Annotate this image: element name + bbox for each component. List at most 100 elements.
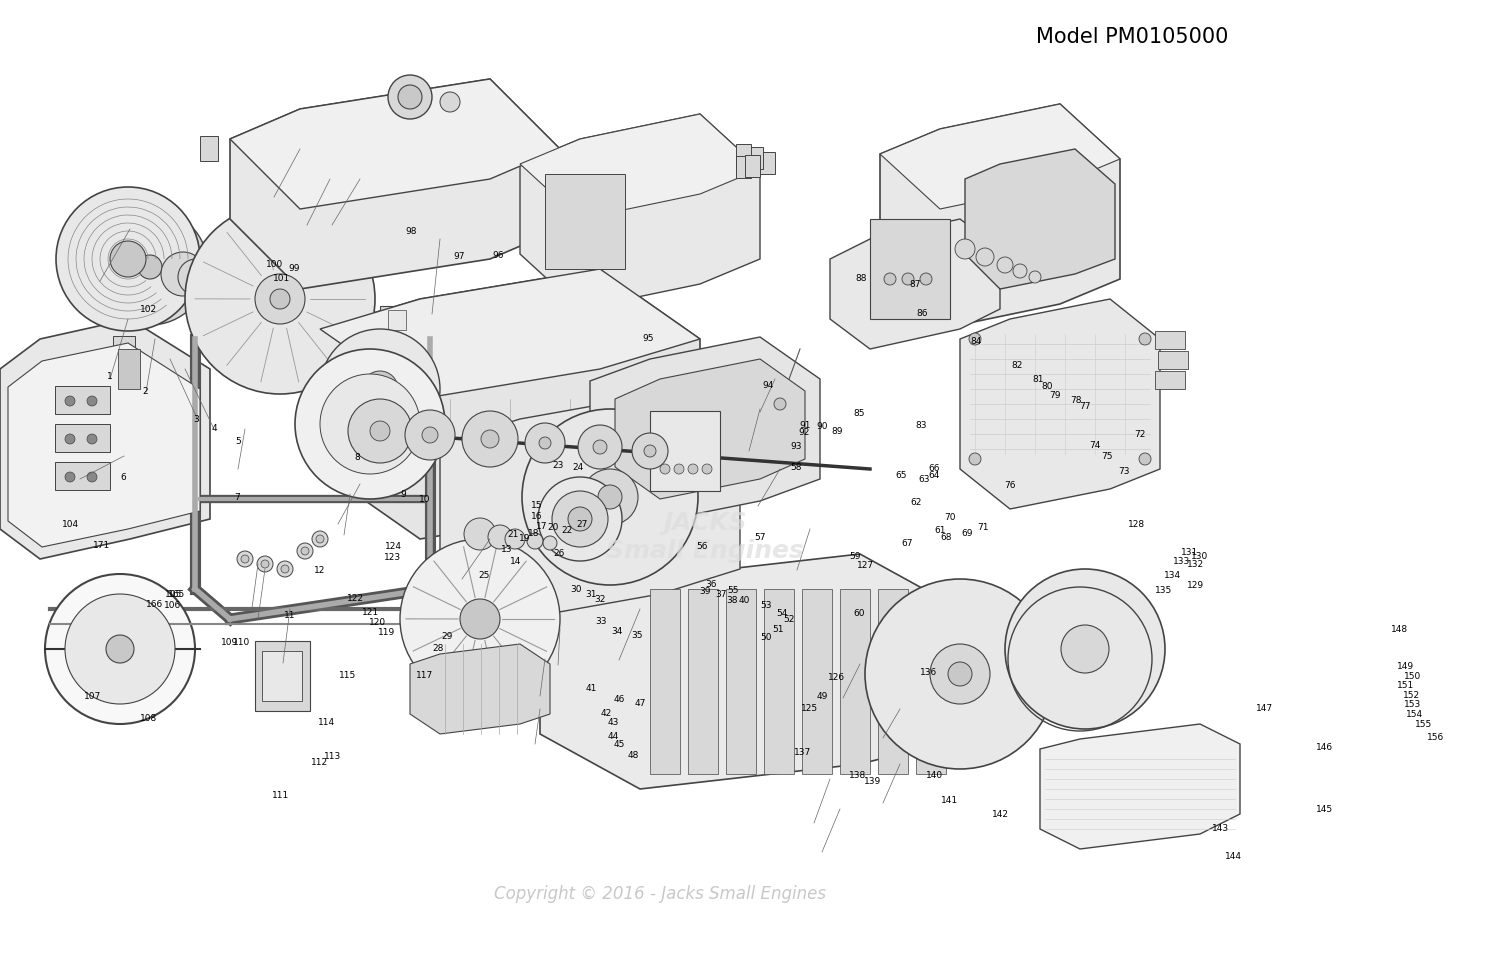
Polygon shape <box>964 149 1114 289</box>
Circle shape <box>1029 271 1041 283</box>
Circle shape <box>568 507 592 531</box>
Text: 139: 139 <box>864 777 882 786</box>
Circle shape <box>388 75 432 119</box>
Text: 117: 117 <box>416 670 434 680</box>
Circle shape <box>702 464 712 474</box>
Text: 72: 72 <box>1134 430 1146 439</box>
Bar <box>870 219 950 319</box>
Circle shape <box>538 477 622 561</box>
Text: 104: 104 <box>62 520 80 529</box>
Text: 3: 3 <box>194 414 200 424</box>
Text: 107: 107 <box>84 691 102 701</box>
Bar <box>736 156 752 178</box>
Circle shape <box>64 594 176 704</box>
Text: 165: 165 <box>168 590 186 599</box>
Bar <box>118 349 140 389</box>
Text: 88: 88 <box>855 273 867 283</box>
Circle shape <box>1005 569 1166 729</box>
Text: 70: 70 <box>944 513 956 523</box>
Text: 166: 166 <box>146 599 164 609</box>
Circle shape <box>460 599 500 639</box>
Polygon shape <box>8 343 200 547</box>
Text: 27: 27 <box>576 520 588 529</box>
Bar <box>840 589 870 774</box>
Text: 79: 79 <box>1048 390 1060 400</box>
Text: 32: 32 <box>594 595 606 604</box>
Circle shape <box>930 644 990 704</box>
Polygon shape <box>320 269 700 539</box>
Text: 153: 153 <box>1404 700 1422 710</box>
Circle shape <box>1138 333 1150 345</box>
Bar <box>544 174 626 269</box>
Circle shape <box>998 257 1012 273</box>
Text: 24: 24 <box>572 462 584 472</box>
Circle shape <box>948 662 972 686</box>
Text: 48: 48 <box>627 751 639 760</box>
Polygon shape <box>520 114 760 309</box>
Text: 134: 134 <box>1164 571 1182 580</box>
Polygon shape <box>0 319 210 559</box>
Circle shape <box>261 560 268 568</box>
Text: 114: 114 <box>318 717 336 727</box>
Circle shape <box>302 547 309 555</box>
Text: 99: 99 <box>288 264 300 273</box>
Text: 19: 19 <box>519 534 531 544</box>
Text: 135: 135 <box>1155 586 1173 596</box>
Circle shape <box>525 423 566 463</box>
Circle shape <box>464 518 496 550</box>
Circle shape <box>270 289 290 309</box>
Text: 68: 68 <box>940 532 952 542</box>
Circle shape <box>488 525 512 549</box>
Circle shape <box>398 85 422 109</box>
Circle shape <box>370 421 390 441</box>
Text: 145: 145 <box>1316 805 1334 814</box>
Circle shape <box>106 635 134 663</box>
Circle shape <box>312 531 328 547</box>
Polygon shape <box>320 269 700 399</box>
Text: 15: 15 <box>531 501 543 510</box>
Text: 90: 90 <box>816 422 828 432</box>
Circle shape <box>969 333 981 345</box>
Text: 154: 154 <box>1406 710 1423 719</box>
Bar <box>380 306 416 334</box>
Circle shape <box>45 574 195 724</box>
Text: 42: 42 <box>600 709 612 718</box>
Circle shape <box>543 536 556 550</box>
Text: 52: 52 <box>783 615 795 624</box>
Text: 83: 83 <box>915 421 927 431</box>
Circle shape <box>865 579 1054 769</box>
Text: 60: 60 <box>853 609 865 619</box>
Circle shape <box>774 398 786 410</box>
Bar <box>748 147 764 169</box>
Circle shape <box>400 539 560 699</box>
Bar <box>255 641 310 711</box>
Circle shape <box>320 374 420 474</box>
Circle shape <box>688 464 698 474</box>
Text: 55: 55 <box>728 586 740 596</box>
Text: 146: 146 <box>1316 742 1334 752</box>
Text: 106: 106 <box>164 600 182 610</box>
Circle shape <box>440 92 460 112</box>
Text: 112: 112 <box>310 758 328 767</box>
Text: 35: 35 <box>632 631 644 641</box>
Circle shape <box>178 259 214 295</box>
Text: 67: 67 <box>902 539 914 549</box>
Circle shape <box>87 472 98 482</box>
Text: 30: 30 <box>570 585 582 595</box>
Text: 137: 137 <box>794 748 812 758</box>
Circle shape <box>506 529 525 549</box>
Circle shape <box>64 434 75 444</box>
Text: 6: 6 <box>120 473 126 482</box>
Bar <box>802 589 832 774</box>
Text: 105: 105 <box>165 590 183 599</box>
Bar <box>262 651 302 701</box>
Bar <box>388 310 406 330</box>
Bar <box>878 589 908 774</box>
Circle shape <box>1138 453 1150 465</box>
Text: 40: 40 <box>738 596 750 605</box>
Circle shape <box>138 255 162 279</box>
Text: 143: 143 <box>1212 824 1230 833</box>
Circle shape <box>256 556 273 572</box>
Bar <box>746 155 760 177</box>
Text: 58: 58 <box>790 463 802 473</box>
